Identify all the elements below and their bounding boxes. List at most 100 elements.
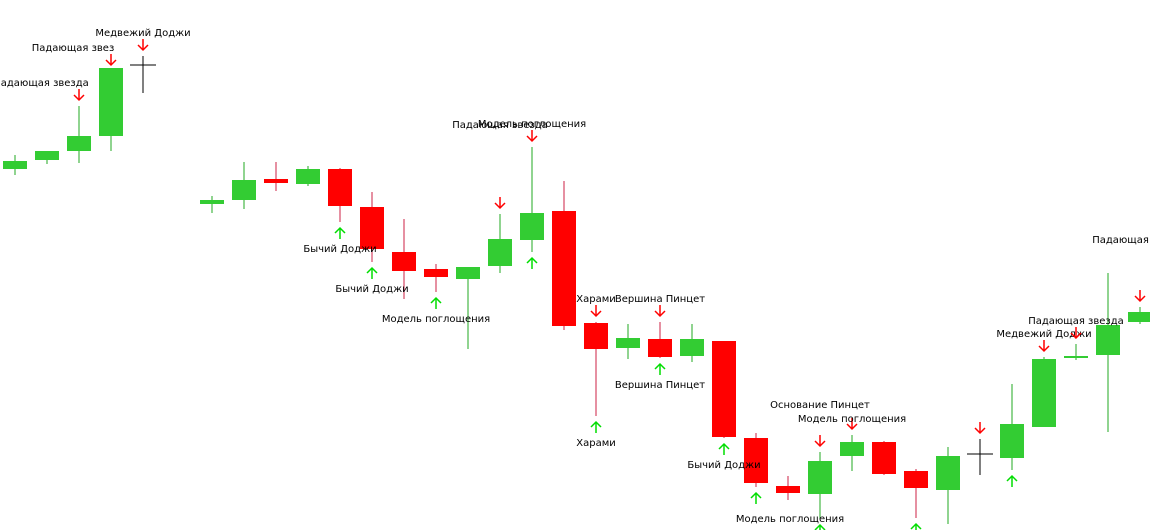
candle-body: [200, 200, 224, 204]
arrow-up-icon: [430, 296, 442, 309]
arrow-head: [974, 427, 986, 435]
pattern-marker: [910, 522, 922, 530]
pattern-marker: Модель поглощения: [478, 119, 586, 143]
candle: [264, 162, 288, 191]
pattern-marker: Модель поглощения: [798, 414, 906, 431]
candle: [1128, 307, 1150, 324]
candle: [35, 151, 59, 164]
arrow-up-icon: [366, 266, 378, 279]
candle-body: [552, 211, 576, 326]
arrow-down-icon: [846, 418, 858, 431]
candle-body: [424, 269, 448, 277]
candle-body: [456, 267, 480, 279]
candle: [488, 214, 512, 273]
candle-body: [67, 136, 91, 151]
candle-body: [680, 339, 704, 356]
pattern-label: Бычий Доджи: [335, 284, 408, 295]
arrow-head: [73, 94, 85, 102]
arrow-down-icon: [590, 305, 602, 318]
candle: [808, 452, 832, 519]
candle: [520, 147, 544, 252]
arrow-head: [1006, 474, 1018, 482]
candle: [936, 447, 960, 524]
candle: [744, 433, 768, 487]
candle-body: [232, 180, 256, 200]
candle-body: [296, 169, 320, 184]
candle: [776, 476, 800, 500]
pattern-marker: Падающая звезда: [1092, 235, 1150, 303]
candle-body: [872, 442, 896, 474]
candle: [680, 324, 704, 362]
arrow-up-icon: [750, 491, 762, 504]
arrow-down-icon: [974, 422, 986, 435]
arrow-head: [654, 310, 666, 318]
candle-body: [264, 179, 288, 183]
pattern-marker: [974, 422, 986, 435]
candle: [1032, 357, 1056, 427]
pattern-label: Основание Пинцет: [770, 400, 870, 411]
pattern-label: Падающая звезда: [0, 78, 89, 89]
pattern-marker: Падающая звезда: [452, 120, 548, 210]
candle: [328, 168, 352, 222]
candle: [3, 155, 27, 175]
candle-body: [936, 456, 960, 490]
arrow-head: [814, 523, 826, 530]
pattern-label: Падающая звезда: [452, 120, 548, 131]
pattern-label: Падающая звезда: [1092, 235, 1150, 246]
arrow-head: [105, 59, 117, 67]
arrow-down-icon: [1070, 327, 1082, 340]
arrow-down-icon: [1038, 340, 1050, 353]
pattern-marker: [1006, 474, 1018, 487]
pattern-label: Падающая звезда: [1028, 316, 1124, 327]
candle-body: [360, 207, 384, 249]
arrow-head: [137, 44, 149, 52]
candle: [232, 162, 256, 209]
candle-body: [1032, 359, 1056, 427]
pattern-marker: Модель поглощения: [736, 491, 844, 525]
pattern-marker: Падающая звез: [32, 43, 117, 67]
candle-body: [328, 169, 352, 206]
candle-body: [712, 341, 736, 437]
arrow-down-icon: [494, 197, 506, 210]
pattern-label: Модель поглощения: [736, 514, 844, 525]
arrow-head: [590, 310, 602, 318]
arrow-down-icon: [526, 130, 538, 143]
arrow-down-icon: [814, 435, 826, 448]
arrow-head: [1038, 345, 1050, 353]
arrow-up-icon: [334, 226, 346, 239]
candle-body: [904, 471, 928, 488]
candle-body: [520, 213, 544, 240]
pattern-marker: Бычий Доджи: [687, 442, 761, 471]
arrow-down-icon: [654, 305, 666, 318]
arrow-down-icon: [137, 39, 149, 52]
arrow-head: [846, 423, 858, 431]
arrow-head: [1070, 332, 1082, 340]
candle: [130, 56, 156, 93]
pattern-markers-layer: Падающая звезда Падающая звез Медвежий Дод…: [0, 28, 1150, 530]
arrow-up-icon: [590, 420, 602, 433]
candle-body: [584, 323, 608, 349]
candle: [552, 181, 576, 330]
pattern-marker: Медвежий Доджи: [95, 28, 191, 52]
candle-body: [776, 486, 800, 493]
candle-body: [1128, 312, 1150, 322]
pattern-label: Модель поглощения: [798, 414, 906, 425]
pattern-marker: Медвежий Доджи: [996, 329, 1092, 353]
pattern-marker: Падающая звезда: [0, 78, 89, 102]
candle: [296, 166, 320, 186]
arrow-head: [910, 522, 922, 530]
arrow-up-icon: [654, 362, 666, 375]
arrow-head: [718, 442, 730, 450]
arrow-head: [1134, 295, 1146, 303]
pattern-label: Вершина Пинцет: [615, 380, 705, 391]
candle: [712, 341, 736, 438]
candle: [872, 441, 896, 475]
arrow-head: [526, 256, 538, 264]
candle-body: [1000, 424, 1024, 458]
candle: [67, 106, 91, 163]
candle: [648, 322, 672, 358]
candle: [200, 196, 224, 213]
pattern-label: Падающая звез: [32, 43, 115, 54]
arrow-head: [430, 296, 442, 304]
